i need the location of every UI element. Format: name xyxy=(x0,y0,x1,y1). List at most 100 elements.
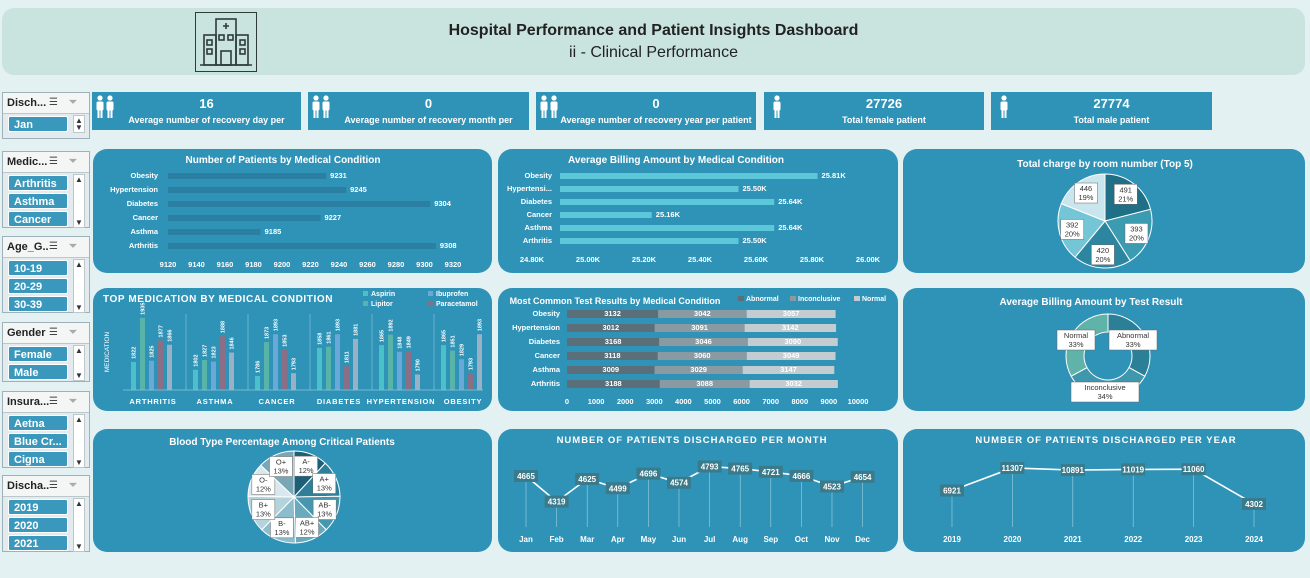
scroll-down-icon[interactable]: ▼ xyxy=(75,303,83,312)
slicer-item[interactable]: Cigna xyxy=(8,451,68,467)
bar-segment xyxy=(567,352,658,360)
label-box xyxy=(1091,244,1115,266)
bar xyxy=(468,373,473,390)
slicer-item[interactable]: 10-19 xyxy=(8,260,68,276)
slicer-scrollbar[interactable]: ▲ ▼ xyxy=(73,498,85,552)
data-label: 20% xyxy=(1129,233,1144,242)
multi-select-icon[interactable]: ☰ xyxy=(49,480,58,491)
legend-swatch xyxy=(428,291,433,296)
slicer-item[interactable]: 20-29 xyxy=(8,278,68,294)
multi-select-icon[interactable]: ☰ xyxy=(49,156,58,167)
multi-select-icon[interactable]: ☰ xyxy=(49,97,58,108)
bar-segment xyxy=(654,366,743,374)
bar-segment xyxy=(567,380,660,388)
data-label: 1825 xyxy=(150,346,156,358)
data-label: 446 xyxy=(1080,184,1093,193)
slicer-scrollbar[interactable]: ▲ ▼ xyxy=(73,259,85,313)
data-label: 4302 xyxy=(1245,500,1263,509)
slicer-item[interactable]: Male xyxy=(8,364,68,380)
slicer-item[interactable]: Female xyxy=(8,346,68,362)
kpi-value: 0 xyxy=(652,96,660,111)
clear-filter-icon[interactable]: ⏷ xyxy=(69,327,77,338)
scroll-up-icon[interactable]: ▲ xyxy=(75,499,83,508)
data-label: 11060 xyxy=(1183,465,1205,474)
legend-swatch xyxy=(428,301,433,306)
data-label: A+ xyxy=(320,474,330,483)
icon-head xyxy=(774,95,780,101)
data-label: 3032 xyxy=(785,379,802,388)
slicer-item[interactable]: 2019 xyxy=(8,499,68,515)
data-label: 12% xyxy=(256,484,271,493)
data-label-box xyxy=(1121,463,1146,476)
data-label: 4666 xyxy=(793,472,811,481)
slicer-1: Medic... ☰ ⏷ Arthritis Asthma Cancer ▲ ▼ xyxy=(2,151,90,228)
label-box xyxy=(312,473,336,494)
data-label-box xyxy=(789,469,814,482)
icon-body xyxy=(1000,101,1008,111)
bar xyxy=(168,229,261,235)
icon-leg xyxy=(107,110,110,118)
bar xyxy=(229,352,234,390)
legend-entry: Inconclusive xyxy=(798,296,841,303)
tick-label: 24.80K xyxy=(520,255,545,264)
clear-filter-icon[interactable]: ⏷ xyxy=(69,480,77,491)
kpi-label: Total male patient xyxy=(1073,115,1150,125)
slicer-scrollbar[interactable]: ▲ ▼ xyxy=(73,345,85,381)
clear-filter-icon[interactable]: ⏷ xyxy=(69,156,77,167)
slicer-scrollbar[interactable]: ▲ ▼ xyxy=(73,174,85,228)
data-label: 3060 xyxy=(694,351,711,360)
label-box xyxy=(1113,184,1138,205)
scroll-down-icon[interactable]: ▼ xyxy=(75,371,83,380)
scroll-up-icon[interactable]: ▲ xyxy=(75,175,83,184)
bar xyxy=(450,350,455,390)
slicer-item[interactable]: 2020 xyxy=(8,517,68,533)
slicer-item[interactable]: 2021 xyxy=(8,535,68,551)
data-label: 12% xyxy=(299,466,314,475)
scroll-down-icon[interactable]: ▼ xyxy=(75,458,83,467)
category-label: OBESITY xyxy=(444,397,483,406)
tick-label: 1000 xyxy=(588,397,605,406)
slicer-item[interactable]: Blue Cr... xyxy=(8,433,68,449)
multi-select-icon[interactable]: ☰ xyxy=(49,241,58,252)
multi-select-icon[interactable]: ☰ xyxy=(49,396,58,407)
clear-filter-icon[interactable]: ⏷ xyxy=(69,97,77,108)
slicer-item[interactable]: 30-39 xyxy=(8,296,68,312)
chart-title: Number of Patients by Medical Condition xyxy=(185,155,380,166)
clear-filter-icon[interactable]: ⏷ xyxy=(69,396,77,407)
bar-segment xyxy=(567,324,655,332)
multi-select-icon[interactable]: ☰ xyxy=(49,327,58,338)
legend-entry: Ibuprofen xyxy=(436,291,468,298)
tick-label: 3000 xyxy=(646,397,663,406)
chart-patients-by-condition: Number of Patients by Medical Condition O… xyxy=(93,149,492,273)
data-label: 1827 xyxy=(203,345,209,357)
scroll-up-icon[interactable]: ▲ xyxy=(75,116,83,125)
scroll-up-icon[interactable]: ▲ xyxy=(75,260,83,269)
scroll-down-icon[interactable]: ▼ xyxy=(75,123,83,132)
hospital-icon xyxy=(195,12,257,72)
slicer-item[interactable]: Cancer xyxy=(8,211,68,227)
icon-leg xyxy=(554,110,557,118)
category-label: 2020 xyxy=(1004,535,1022,544)
scroll-up-icon[interactable]: ▲ xyxy=(75,415,83,424)
data-label: 3049 xyxy=(783,351,800,360)
icon-leg xyxy=(316,110,319,118)
slicer-item[interactable]: Jan xyxy=(8,116,68,132)
data-label: 420 xyxy=(1097,246,1110,255)
data-label: 1822 xyxy=(132,347,138,359)
data-label: 4793 xyxy=(701,463,719,472)
slicer-item[interactable]: Asthma xyxy=(8,193,68,209)
clear-filter-icon[interactable]: ⏷ xyxy=(69,241,77,252)
category-label: ASTHMA xyxy=(197,397,234,406)
scroll-down-icon[interactable]: ▼ xyxy=(75,542,83,551)
scroll-down-icon[interactable]: ▼ xyxy=(75,218,83,227)
slicer-item[interactable]: Arthritis xyxy=(8,175,68,191)
bar xyxy=(202,359,207,390)
data-label: 3009 xyxy=(602,365,619,374)
data-label: 3012 xyxy=(602,323,619,332)
slicer-scrollbar[interactable]: ▲ ▼ xyxy=(73,115,85,133)
slicer-scrollbar[interactable]: ▲ ▼ xyxy=(73,414,85,468)
slicer-item[interactable]: Aetna xyxy=(8,415,68,431)
scroll-up-icon[interactable]: ▲ xyxy=(75,346,83,355)
data-label: Inconclusive xyxy=(1084,383,1125,392)
data-label: 33% xyxy=(1068,340,1083,349)
